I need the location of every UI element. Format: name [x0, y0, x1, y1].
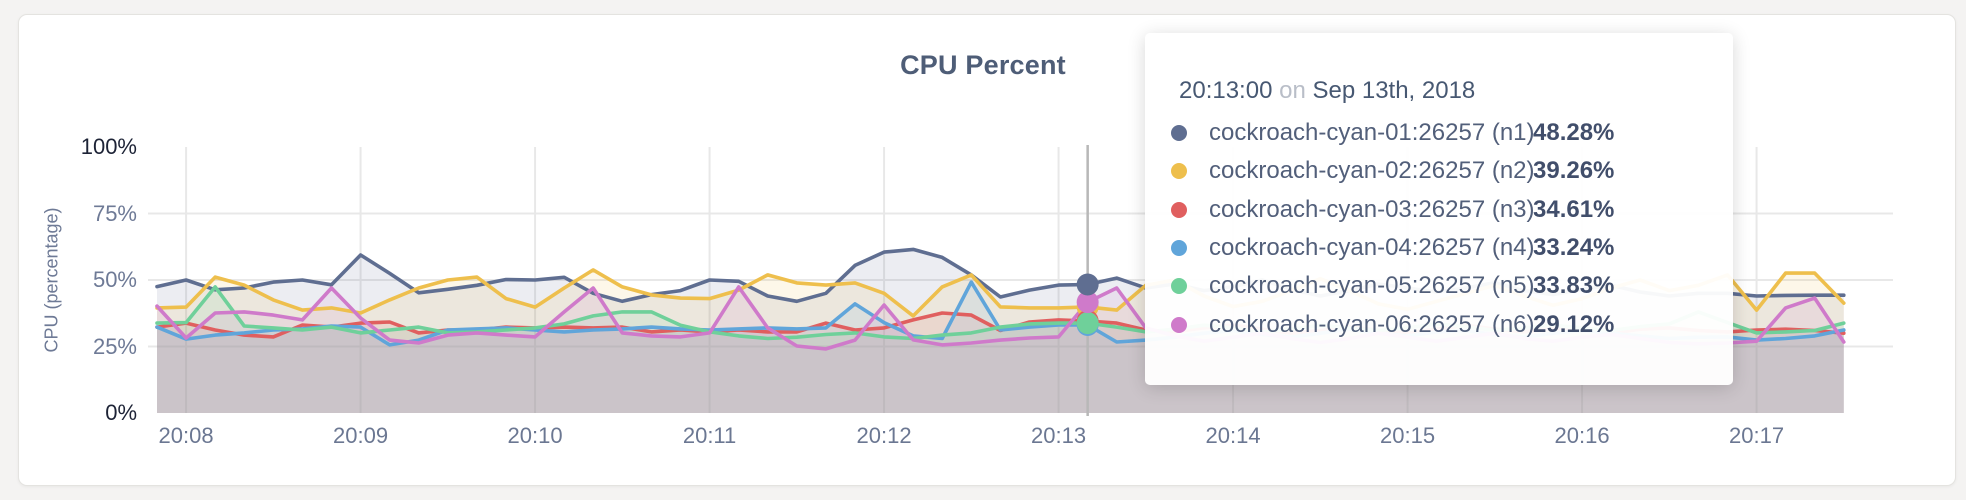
y-tick-label: 0%	[105, 400, 137, 425]
y-tick-label: 50%	[92, 267, 137, 292]
series-color-dot	[1171, 316, 1187, 333]
tooltip-row: cockroach-cyan-02:26257 (n2) 39.26%	[1145, 152, 1733, 190]
tooltip-row: cockroach-cyan-06:26257 (n6) 29.12%	[1145, 305, 1733, 343]
node-cpu-value: 34.61%	[1533, 195, 1615, 223]
x-tick-label: 20:10	[507, 423, 563, 448]
series-color-dot	[1171, 163, 1187, 180]
node-name: cockroach-cyan-01:26257 (n1)	[1209, 119, 1535, 147]
tooltip-row: cockroach-cyan-05:26257 (n5) 33.83%	[1145, 267, 1733, 305]
tooltip-timestamp: 20:13:00 on Sep 13th, 2018	[1179, 77, 1475, 105]
series-color-dot	[1171, 240, 1187, 257]
node-name: cockroach-cyan-03:26257 (n3)	[1209, 195, 1535, 223]
series-color-dot	[1171, 278, 1187, 295]
series-color-dot	[1171, 201, 1187, 218]
x-tick-label: 20:14	[1205, 423, 1261, 448]
hover-tooltip: 20:13:00 on Sep 13th, 2018 cockroach-cya…	[1145, 33, 1733, 385]
node-name: cockroach-cyan-06:26257 (n6)	[1209, 310, 1535, 338]
x-tick-label: 20:11	[682, 423, 737, 448]
tooltip-row: cockroach-cyan-01:26257 (n1) 48.28%	[1145, 114, 1733, 152]
x-tick-label: 20:16	[1554, 423, 1610, 448]
x-tick-label: 20:17	[1729, 423, 1785, 448]
x-tick-label: 20:12	[856, 423, 912, 448]
chart-title: CPU Percent	[900, 50, 1066, 80]
y-tick-label: 75%	[92, 200, 137, 226]
tooltip-row: cockroach-cyan-04:26257 (n4) 33.24%	[1145, 229, 1733, 267]
hover-point-dots	[1076, 273, 1099, 336]
x-tick-label: 20:15	[1380, 423, 1436, 448]
y-tick-label: 100%	[80, 134, 137, 159]
series-color-dot	[1171, 125, 1187, 142]
tooltip-conjunction: on	[1279, 77, 1306, 104]
x-tick-label: 20:09	[333, 423, 389, 448]
node-name: cockroach-cyan-02:26257 (n2)	[1209, 157, 1535, 185]
tooltip-time: 20:13:00	[1179, 77, 1273, 104]
node-cpu-value: 29.12%	[1533, 310, 1615, 338]
node-name: cockroach-cyan-05:26257 (n5)	[1209, 272, 1535, 300]
node-name: cockroach-cyan-04:26257 (n4)	[1209, 234, 1535, 262]
node-cpu-value: 33.24%	[1533, 234, 1615, 262]
node-cpu-value: 48.28%	[1533, 119, 1615, 147]
x-tick-label: 20:13	[1031, 423, 1087, 448]
x-tick-label: 20:08	[158, 423, 214, 448]
tooltip-date: Sep 13th, 2018	[1312, 77, 1476, 104]
y-tick-label: 25%	[92, 333, 137, 359]
tooltip-legend: cockroach-cyan-01:26257 (n1) 48.28% cockro…	[1145, 114, 1733, 344]
tooltip-row: cockroach-cyan-03:26257 (n3) 34.61%	[1145, 191, 1733, 229]
node-cpu-value: 39.26%	[1533, 157, 1615, 185]
node-cpu-value: 33.83%	[1533, 272, 1615, 300]
